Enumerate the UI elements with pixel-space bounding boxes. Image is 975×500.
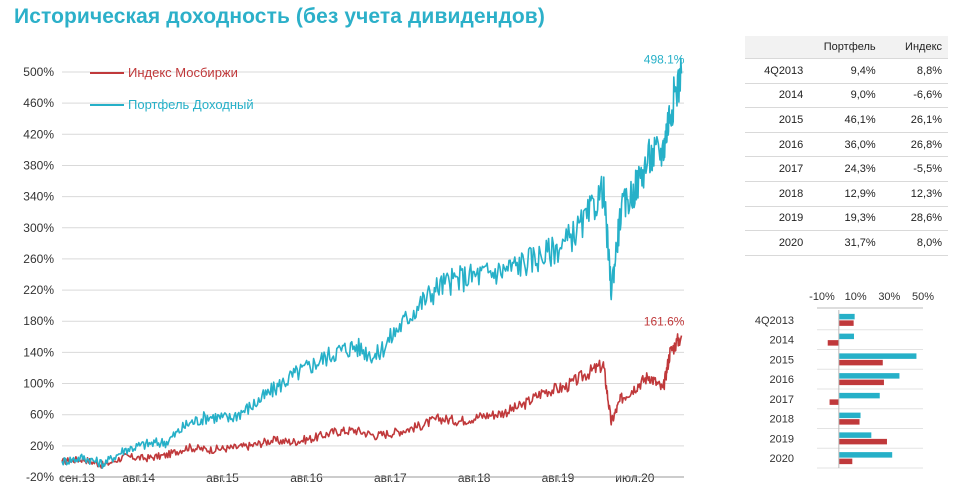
bar-index	[838, 320, 854, 326]
table-header-cell: Индекс	[881, 36, 948, 59]
y-tick-label: 60%	[30, 408, 54, 422]
table-cell: 26,8%	[881, 132, 948, 158]
bar-category-label: 2019	[770, 433, 794, 445]
x-tick-label: авг.14	[122, 471, 155, 485]
table-cell: 36,0%	[807, 132, 882, 158]
y-tick-label: 260%	[23, 252, 54, 266]
y-tick-label: -20%	[26, 470, 54, 484]
bar-portfolio	[838, 353, 917, 359]
x-tick-label: сен.13	[59, 471, 95, 485]
end-value-label: 161.6%	[644, 315, 685, 329]
x-tick-label: авг.17	[374, 471, 407, 485]
y-tick-label: 140%	[23, 345, 54, 359]
y-tick-label: 460%	[23, 96, 54, 110]
table-row: 2020 31,7% 8,0%	[745, 230, 948, 256]
legend-label: Индекс Мосбиржи	[128, 65, 238, 80]
table-cell: 2016	[745, 132, 808, 158]
series-line	[61, 57, 683, 469]
bar-index	[838, 458, 853, 465]
bar-portfolio	[838, 432, 872, 438]
table-cell: 12,3%	[881, 181, 948, 207]
table-row: 2014 9,0% -6,6%	[745, 83, 948, 109]
bar-x-tick-label: 30%	[878, 291, 900, 303]
y-tick-label: 380%	[23, 158, 54, 172]
bar-category-label: 4Q2013	[755, 315, 794, 327]
x-tick-label: июл.20	[615, 471, 654, 485]
y-tick-label: 500%	[23, 65, 54, 79]
table-row: 2016 36,0% 26,8%	[745, 132, 948, 158]
table-cell: 4Q2013	[745, 58, 808, 84]
table-cell: 2014	[745, 83, 808, 109]
bar-index	[838, 359, 883, 366]
table-row: 2015 46,1% 26,1%	[745, 107, 948, 133]
table-cell: 9,4%	[807, 58, 882, 84]
returns-table: Портфель Индекс 4Q2013 9,4% 8,8% 2014 9,…	[745, 36, 948, 256]
table-header-row: Портфель Индекс	[745, 36, 948, 59]
bar-index	[829, 399, 839, 405]
table-cell: 2015	[745, 107, 808, 133]
bar-category-label: 2020	[770, 453, 794, 465]
table-header-cell: Портфель	[807, 36, 882, 59]
legend-label: Портфель Доходный	[128, 97, 254, 112]
page-title: Историческая доходность (без учета дивид…	[14, 5, 545, 28]
table-cell: -6,6%	[881, 83, 948, 109]
table-cell: 9,0%	[807, 83, 882, 109]
table-cell: 8,0%	[881, 230, 948, 256]
x-tick-label: авг.19	[542, 471, 575, 485]
bar-x-tick-label: 10%	[845, 291, 867, 303]
bar-portfolio	[838, 452, 893, 458]
y-tick-label: 340%	[23, 190, 54, 204]
table-cell: -5,5%	[881, 156, 948, 182]
bar-portfolio	[838, 333, 854, 340]
table-cell: 46,1%	[807, 107, 882, 133]
y-tick-label: 20%	[30, 439, 54, 453]
table-cell: 2019	[745, 206, 808, 232]
series-line	[61, 333, 683, 469]
table-cell: 12,9%	[807, 181, 882, 207]
bar-index	[838, 379, 884, 386]
bar-index	[838, 419, 860, 425]
bar-portfolio	[838, 412, 861, 419]
table-row: 2019 19,3% 28,6%	[745, 206, 948, 232]
bar-category-label: 2016	[770, 374, 794, 386]
table-cell: 2017	[745, 156, 808, 182]
y-tick-label: 300%	[23, 221, 54, 235]
y-tick-label: 100%	[23, 377, 54, 391]
bar-category-label: 2018	[770, 414, 794, 426]
x-tick-label: авг.15	[206, 471, 239, 485]
y-tick-label: 420%	[23, 127, 54, 141]
x-tick-label: авг.18	[458, 471, 491, 485]
table-cell: 8,8%	[881, 58, 948, 84]
bar-x-tick-label: 50%	[912, 291, 934, 303]
table-row: 4Q2013 9,4% 8,8%	[745, 58, 948, 84]
table-cell: 31,7%	[807, 230, 882, 256]
table-cell: 19,3%	[807, 206, 882, 232]
table-cell: 2018	[745, 181, 808, 207]
table-header-cell	[745, 36, 808, 59]
bar-portfolio	[838, 392, 880, 399]
bar-portfolio	[838, 373, 900, 379]
bar-category-label: 2017	[770, 394, 794, 406]
table-cell: 2020	[745, 230, 808, 256]
table-cell: 28,6%	[881, 206, 948, 232]
table-cell: 26,1%	[881, 107, 948, 133]
table-row: 2018 12,9% 12,3%	[745, 181, 948, 207]
bar-x-tick-label: -10%	[809, 291, 835, 303]
bar-category-label: 2015	[770, 354, 794, 366]
end-value-label: 498.1%	[644, 52, 685, 66]
bar-index	[838, 438, 887, 445]
bar-category-label: 2014	[770, 335, 794, 347]
y-tick-label: 220%	[23, 283, 54, 297]
bar-portfolio	[838, 313, 855, 320]
y-tick-label: 180%	[23, 314, 54, 328]
table-row: 2017 24,3% -5,5%	[745, 156, 948, 182]
bar-index	[827, 340, 839, 346]
table-cell: 24,3%	[807, 156, 882, 182]
x-tick-label: авг.16	[290, 471, 323, 485]
